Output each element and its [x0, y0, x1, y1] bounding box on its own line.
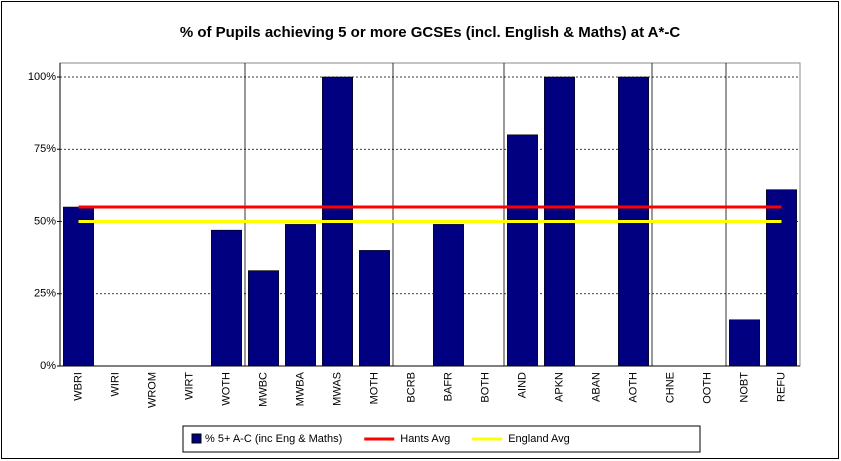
bar [729, 319, 760, 367]
x-tick-label: AIND [516, 372, 528, 398]
x-tick-label: WROM [146, 372, 158, 408]
plot-area [59, 62, 801, 367]
bar [248, 270, 279, 367]
x-tick-label: WIRI [109, 372, 121, 396]
y-tick-label: 0% [40, 360, 56, 372]
x-tick-label: OOTH [701, 372, 713, 404]
x-tick-label: CHNE [664, 372, 676, 403]
x-tick-label: APKN [553, 372, 565, 402]
x-tick-label: NOBT [738, 372, 750, 403]
x-tick-label: BAFR [442, 372, 454, 401]
x-tick-label: WOTH [220, 372, 232, 406]
x-tick-label: AOTH [627, 372, 639, 403]
bar [211, 229, 242, 367]
bar [285, 224, 316, 367]
y-tick-label: 25% [34, 288, 56, 300]
bar [433, 224, 464, 367]
bar [507, 134, 538, 367]
legend-label: % 5+ A-C (inc Eng & Maths) [205, 433, 342, 445]
x-tick-label: MWBC [257, 372, 269, 407]
x-tick-label: BCRB [405, 372, 417, 403]
legend-label: England Avg [508, 433, 570, 445]
y-tick-label: 75% [34, 143, 56, 155]
chart-title: % of Pupils achieving 5 or more GCSEs (i… [180, 24, 681, 41]
x-tick-label: BOTH [479, 372, 491, 403]
x-tick-label: REFU [775, 372, 787, 402]
bar [359, 250, 390, 367]
x-tick-label: MWAS [331, 372, 343, 406]
y-tick-label: 50% [34, 215, 56, 227]
legend-box [182, 425, 701, 453]
y-tick-label: 100% [28, 71, 56, 83]
bar [766, 189, 797, 367]
legend-swatch [191, 433, 202, 444]
legend-label: Hants Avg [400, 433, 450, 445]
x-tick-label: MWBA [294, 371, 306, 406]
x-tick-label: ABAN [590, 372, 602, 402]
x-tick-label: WIRT [183, 372, 195, 400]
bar [63, 206, 94, 367]
x-tick-label: WBRI [72, 372, 84, 401]
x-tick-label: MOTH [368, 372, 380, 404]
